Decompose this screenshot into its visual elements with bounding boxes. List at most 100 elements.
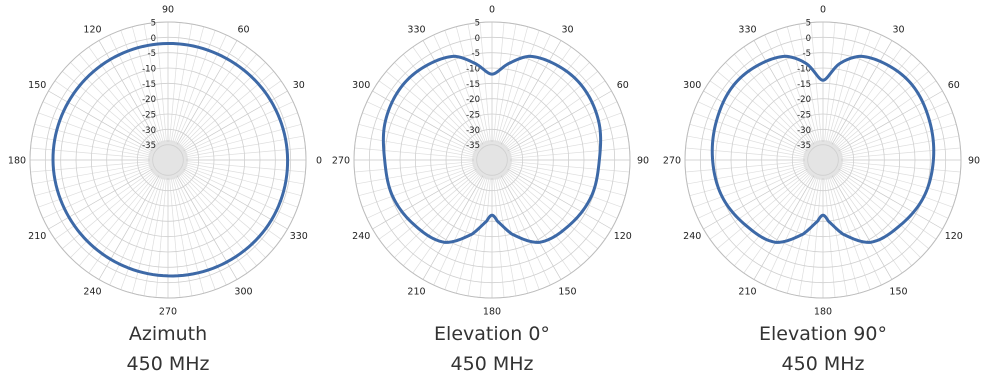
angle-label: 90 — [162, 5, 174, 16]
angle-label: 90 — [968, 156, 980, 167]
polar-spoke — [379, 170, 477, 239]
radial-tick-label: -15 — [466, 80, 480, 90]
polar-spoke — [841, 162, 961, 172]
radial-tick-label: 0 — [475, 34, 480, 44]
angle-label: 90 — [637, 156, 649, 167]
chart-title: Azimuth — [129, 323, 207, 345]
angle-label: 180 — [8, 156, 26, 167]
polar-spoke — [89, 175, 158, 273]
angle-label: 240 — [83, 286, 101, 297]
angle-label: 60 — [617, 80, 629, 91]
polar-spoke — [717, 71, 809, 148]
radial-tick-label: -15 — [142, 80, 156, 90]
polar-spoke — [183, 81, 281, 150]
polar-spoke — [686, 148, 806, 158]
angle-label: 30 — [293, 80, 305, 91]
polar-spoke — [840, 113, 953, 154]
angle-label: 120 — [614, 231, 632, 242]
radial-tick-label: 5 — [475, 19, 480, 29]
polar-spoke — [178, 175, 247, 273]
angle-label: 0 — [316, 156, 322, 167]
polar-spoke — [509, 113, 622, 154]
radial-tick-label: -35 — [797, 141, 811, 151]
polar-spoke — [693, 166, 806, 207]
polar-spoke — [445, 177, 486, 290]
chart-subtitle: 450 MHz — [451, 353, 534, 375]
angle-label: 240 — [352, 231, 370, 242]
polar-spoke — [693, 113, 806, 154]
radial-tick-label: -20 — [797, 95, 811, 105]
polar-spoke — [811, 178, 821, 298]
polar-spoke — [835, 54, 912, 146]
polar-spoke — [506, 71, 598, 148]
polar-spoke — [156, 178, 166, 298]
polar-spoke — [494, 178, 504, 298]
radial-tick-label: 5 — [806, 19, 811, 29]
polar-spoke — [494, 23, 504, 143]
polar-spoke — [355, 162, 475, 172]
angle-label: 120 — [945, 231, 963, 242]
polar-spoke — [498, 30, 539, 143]
polar-spoke — [840, 166, 953, 207]
polar-spoke — [509, 166, 622, 207]
radial-tick-label: -30 — [142, 126, 156, 136]
polar-spoke — [180, 174, 257, 266]
polar-spoke — [504, 174, 581, 266]
polar-spoke — [833, 175, 902, 273]
polar-spoke — [156, 23, 166, 143]
angle-label: 0 — [820, 5, 826, 16]
angle-label: 0 — [489, 5, 495, 16]
polar-spoke — [31, 148, 151, 158]
polar-spoke — [62, 71, 154, 148]
radial-tick-label: -35 — [142, 141, 156, 151]
polar-spoke — [362, 166, 475, 207]
polar-chart-1: 50-5-10-15-20-25-30-35030609012015018021… — [8, 5, 322, 376]
angle-label: 330 — [738, 25, 756, 36]
radial-tick-label: -25 — [466, 111, 480, 121]
polar-spoke — [838, 81, 936, 150]
polar-spoke — [55, 170, 153, 239]
angle-label: 270 — [663, 156, 681, 167]
angle-label: 300 — [352, 80, 370, 91]
polar-spoke — [362, 113, 475, 154]
polar-spoke — [379, 81, 477, 150]
polar-spoke — [829, 30, 870, 143]
angle-label: 180 — [483, 307, 501, 318]
polar-spoke — [776, 177, 817, 290]
polar-spoke — [498, 177, 539, 290]
polar-spoke — [686, 162, 806, 172]
radial-tick-label: 5 — [151, 19, 156, 29]
chart-subtitle: 450 MHz — [782, 353, 865, 375]
angle-label: 150 — [558, 286, 576, 297]
polar-spoke — [386, 71, 478, 148]
radial-tick-label: -15 — [797, 80, 811, 90]
polar-spoke — [502, 175, 571, 273]
polar-spoke — [504, 54, 581, 146]
polar-spoke — [507, 81, 605, 150]
polar-spoke — [841, 148, 961, 158]
angle-label: 210 — [28, 231, 46, 242]
angle-label: 30 — [892, 25, 904, 36]
angle-label: 300 — [683, 80, 701, 91]
polar-spoke — [835, 174, 912, 266]
radial-tick-label: -5 — [472, 49, 480, 59]
polar-spoke — [710, 170, 808, 239]
radial-tick-label: 0 — [806, 34, 811, 44]
polar-spoke — [734, 174, 811, 266]
angle-label: 210 — [738, 286, 756, 297]
radial-tick-label: -35 — [466, 141, 480, 151]
polar-spoke — [413, 175, 482, 273]
angle-label: 150 — [28, 80, 46, 91]
angle-label: 240 — [683, 231, 701, 242]
radial-tick-label: 0 — [151, 34, 156, 44]
radial-tick-label: -20 — [142, 95, 156, 105]
polar-spoke — [811, 23, 821, 143]
polar-spoke — [480, 23, 490, 143]
polar-chart-2: 50-5-10-15-20-25-30-35030609012015018021… — [332, 5, 649, 376]
angle-label: 210 — [407, 286, 425, 297]
radial-tick-label: -10 — [142, 65, 156, 75]
radial-tick-label: -5 — [803, 49, 811, 59]
radial-tick-label: -30 — [797, 126, 811, 136]
radial-tick-label: -20 — [466, 95, 480, 105]
